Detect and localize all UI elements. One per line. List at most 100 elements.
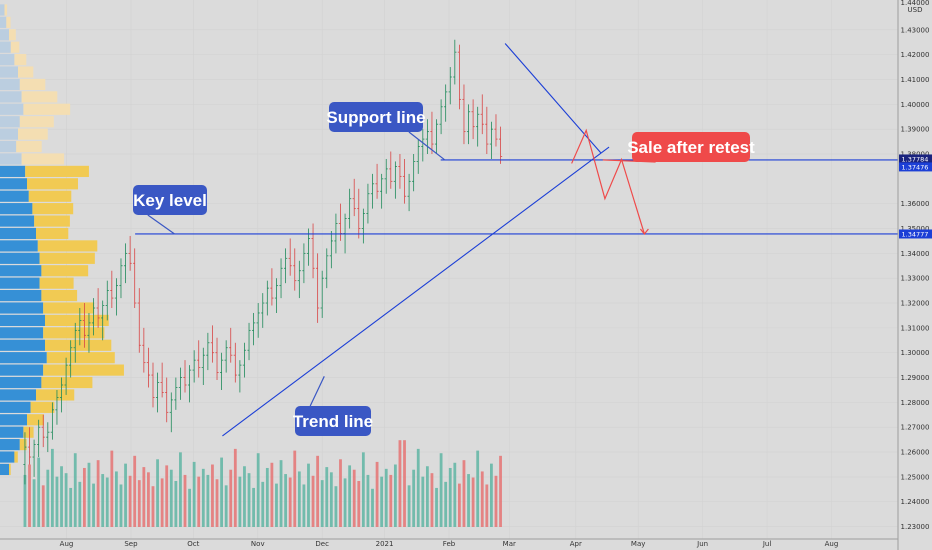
volume-bar — [275, 483, 278, 527]
profile-bar-right — [19, 439, 27, 451]
projection-line — [571, 128, 645, 235]
price-tag: 1.34777 — [899, 229, 932, 239]
callout-box — [329, 102, 423, 132]
volume-bar — [361, 452, 365, 527]
volume-bar — [265, 467, 269, 527]
volume-bar — [60, 466, 63, 527]
volume-bar — [490, 463, 493, 527]
profile-bar-left — [0, 66, 18, 78]
profile-bar-left — [0, 463, 9, 476]
volume-bar — [82, 467, 86, 527]
profile-bar-right — [9, 463, 11, 476]
time-tick-label: May — [631, 540, 645, 548]
volume-bar — [211, 464, 214, 527]
callout-trend-line: Trend line — [293, 376, 373, 436]
price-tick-label: 1.30000 — [901, 349, 930, 357]
volume-bar — [334, 486, 338, 527]
profile-bar-right — [19, 78, 46, 91]
volume-bar — [307, 463, 310, 527]
volume-bar — [41, 485, 45, 527]
profile-bar-right — [19, 116, 54, 128]
profile-bar-right — [21, 153, 65, 165]
time-tick-label: Sep — [124, 540, 138, 548]
time-axis[interactable]: Aug Sep Oct Nov Dec 2021 Feb Mar Apr May Jun Jul Aug — [60, 540, 839, 548]
profile-bar-left — [0, 215, 35, 227]
price-tick-label: 1.35000 — [901, 225, 930, 233]
volume-bar — [101, 474, 105, 527]
price-tick-label: 1.41000 — [901, 76, 930, 84]
profile-bar-right — [43, 327, 105, 339]
profile-bar-right — [25, 165, 89, 177]
profile-bar-right — [32, 203, 74, 215]
profile-bar-left — [0, 252, 40, 264]
price-tick-label: 1.34000 — [901, 250, 930, 258]
profile-bar-right — [30, 401, 55, 413]
volume-bar — [480, 471, 484, 527]
volume-bar — [325, 467, 329, 527]
callout-key-level: Key level — [133, 185, 207, 235]
price-tick-label: 1.28000 — [901, 399, 930, 407]
volume-bar — [238, 476, 242, 527]
price-tag-bg — [899, 162, 932, 172]
volume-bar — [50, 448, 54, 527]
time-tick-label: Jun — [696, 540, 708, 548]
callout-box — [295, 406, 371, 436]
profile-bar-left — [0, 389, 36, 401]
profile-bar-right — [27, 414, 44, 426]
price-tick-label: 1.40000 — [901, 101, 930, 109]
callout-box — [133, 185, 207, 215]
volume-bar — [380, 476, 384, 527]
profile-bar-left — [0, 302, 44, 314]
profile-bar-left — [0, 190, 29, 202]
volume-bar — [302, 484, 306, 527]
volume-bar — [467, 474, 470, 527]
profile-bar-left — [0, 54, 15, 66]
profile-bar-left — [0, 203, 33, 215]
profile-bar-left — [0, 339, 45, 351]
volume-bar — [46, 469, 50, 527]
profile-bar-left — [0, 116, 20, 128]
time-tick-label: Feb — [443, 540, 456, 548]
volume-bar — [151, 486, 155, 527]
profile-bar-right — [41, 265, 89, 277]
volume-bar — [243, 466, 246, 527]
volume-bar — [279, 460, 283, 527]
volume-bar — [110, 450, 114, 527]
volume-bar — [430, 473, 434, 527]
volume-bar — [348, 465, 352, 527]
profile-bar-right — [23, 426, 34, 438]
profile-bar-left — [0, 78, 20, 91]
profile-bar-left — [0, 165, 26, 177]
volume-bar — [462, 460, 466, 527]
profile-bar-right — [43, 302, 95, 314]
profile-bar-right — [41, 376, 93, 389]
volume-bar — [119, 484, 123, 527]
profile-bar-left — [0, 426, 24, 438]
profile-bar-left — [0, 140, 17, 153]
profile-bar-left — [0, 128, 18, 140]
price-tick-label: 1.24000 — [901, 498, 930, 506]
price-axis[interactable]: 1.430001.420001.410001.400001.390001.380… — [901, 0, 930, 531]
time-tick-label: Apr — [570, 540, 582, 548]
volume-bar — [412, 469, 416, 527]
profile-bar-right — [39, 277, 74, 289]
callouts: Support line Key level Trend line Sale afte… — [133, 102, 755, 436]
volume-bar — [444, 481, 448, 527]
volume-bar — [311, 475, 315, 527]
profile-bar-left — [0, 352, 47, 364]
volume-bar — [78, 481, 82, 527]
profile-bar-left — [0, 16, 7, 28]
profile-bar-right — [9, 29, 16, 41]
price-tag-value: 1.37784 — [902, 155, 929, 163]
profile-bar-right — [36, 227, 69, 240]
volume-bar — [252, 487, 256, 527]
volume-bar — [389, 474, 393, 527]
volume-bar — [284, 474, 288, 527]
time-tick-label: Oct — [187, 540, 199, 548]
callout-label: Key level — [133, 191, 207, 210]
volume-bar — [270, 462, 274, 527]
profile-bar-left — [0, 227, 36, 240]
volume-bar — [115, 471, 118, 527]
